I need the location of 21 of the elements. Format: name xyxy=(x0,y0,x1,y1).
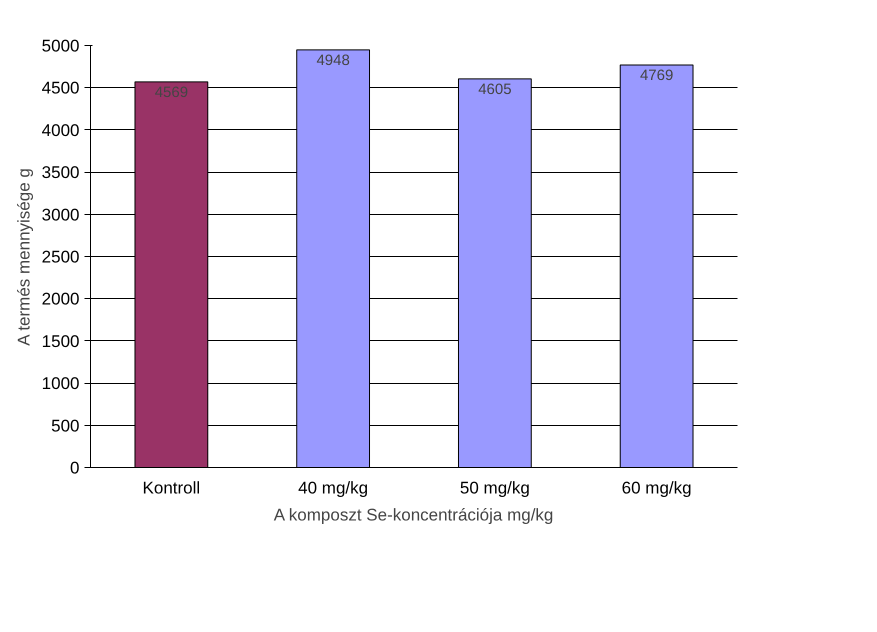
data-label: 4569 xyxy=(154,84,188,101)
x-tick-label: Kontroll xyxy=(142,478,200,498)
y-tick-label: 4500 xyxy=(42,78,80,98)
y-axis-title: A termés mennyisége g xyxy=(14,168,34,346)
y-tick-label: 2500 xyxy=(42,248,80,266)
y-tick-label: 3000 xyxy=(42,205,80,224)
y-tick-label: 500 xyxy=(51,416,80,436)
y-tick-label: 4000 xyxy=(42,120,80,140)
x-axis-title: A komposzt Se-koncentrációja mg/kg xyxy=(274,506,554,524)
data-label: 4769 xyxy=(640,66,674,84)
y-tick-label: 5000 xyxy=(42,36,80,56)
y-tick-label: 0 xyxy=(70,458,80,478)
data-label: 4605 xyxy=(478,80,512,98)
y-tick-label: 2000 xyxy=(42,290,80,309)
x-tick-label: 60 mg/kg xyxy=(622,478,692,498)
y-tick-label: 3500 xyxy=(42,163,80,182)
y-tick-label: 1000 xyxy=(42,374,80,394)
x-tick-label: 50 mg/kg xyxy=(460,478,530,498)
y-tick-label: 1500 xyxy=(42,332,80,351)
x-tick-label: 40 mg/kg xyxy=(298,478,368,498)
data-label: 4948 xyxy=(316,52,350,69)
